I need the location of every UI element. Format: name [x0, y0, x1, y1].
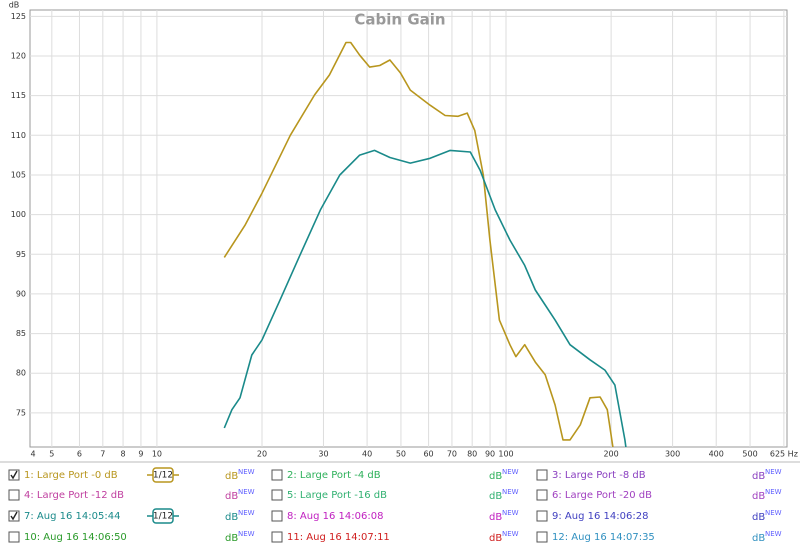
x-tick-label: 80 [467, 450, 477, 459]
x-tick-label: 10 [152, 450, 162, 459]
smoothing-badge[interactable] [152, 508, 174, 524]
unit-label: dB [489, 512, 502, 523]
measurement-label[interactable]: 11: Aug 16 14:07:11 [287, 532, 390, 543]
checkbox[interactable] [8, 531, 20, 543]
series-line [223, 41, 614, 447]
checkbox[interactable] [271, 531, 283, 543]
measurement-label[interactable]: 4: Large Port -12 dB [24, 490, 124, 501]
checkbox[interactable] [536, 510, 548, 522]
unit-label: dB [225, 491, 238, 502]
check-mark [10, 511, 18, 521]
y-tick-label: 110 [11, 131, 26, 140]
x-tick-label: 100 [498, 450, 513, 459]
checkbox[interactable] [271, 469, 283, 481]
x-tick-label: 40 [362, 450, 372, 459]
measurement-label[interactable]: 8: Aug 16 14:06:08 [287, 511, 383, 522]
unit-label: dB [752, 533, 765, 544]
new-badge: NEW [502, 530, 519, 538]
x-tick-label: 7 [100, 450, 105, 459]
y-tick-label: 100 [11, 210, 26, 219]
measurement-label[interactable]: 9: Aug 16 14:06:28 [552, 511, 648, 522]
new-badge: NEW [765, 488, 782, 496]
new-badge: NEW [238, 488, 255, 496]
new-badge: NEW [238, 530, 255, 538]
smoothing-label: 1/12 [153, 471, 173, 481]
new-badge: NEW [238, 509, 255, 517]
measurement-label[interactable]: 1: Large Port -0 dB [24, 470, 118, 481]
unit-label: dB [489, 471, 502, 482]
x-tick-label: 50 [396, 450, 406, 459]
x-tick-label: 9 [138, 450, 143, 459]
x-tick-label: 6 [77, 450, 82, 459]
x-tick-label: 60 [423, 450, 433, 459]
checkbox[interactable] [8, 489, 20, 501]
chart-title: Cabin Gain [354, 11, 445, 29]
x-tick-label: 500 [742, 450, 757, 459]
smoothing-badge[interactable] [152, 467, 174, 483]
smoothing-label: 1/12 [153, 512, 173, 522]
measurement-label[interactable]: 12: Aug 16 14:07:35 [552, 532, 655, 543]
y-tick-label: 105 [11, 170, 26, 179]
y-tick-label: 95 [16, 250, 26, 259]
series-line [223, 149, 627, 447]
checkbox[interactable] [271, 510, 283, 522]
unit-label: dB [752, 512, 765, 523]
x-tick-label: 20 [257, 450, 267, 459]
measurement-label[interactable]: 2: Large Port -4 dB [287, 470, 381, 481]
unit-label: dB [489, 491, 502, 502]
x-tick-label: 400 [709, 450, 724, 459]
x-tick-label: 8 [121, 450, 126, 459]
measurement-label[interactable]: 3: Large Port -8 dB [552, 470, 646, 481]
new-badge: NEW [502, 509, 519, 517]
x-tick-label: 625 Hz [770, 450, 798, 459]
new-badge: NEW [502, 468, 519, 476]
y-tick-label: 90 [16, 289, 26, 298]
unit-label: dB [752, 471, 765, 482]
y-axis-label: dB [9, 1, 20, 10]
x-tick-label: 5 [49, 450, 54, 459]
new-badge: NEW [765, 468, 782, 476]
checkbox[interactable] [536, 469, 548, 481]
x-tick-label: 70 [447, 450, 457, 459]
checkbox[interactable] [536, 489, 548, 501]
checkbox[interactable] [536, 531, 548, 543]
measurement-label[interactable]: 7: Aug 16 14:05:44 [24, 511, 120, 522]
x-tick-label: 30 [318, 450, 328, 459]
unit-label: dB [489, 533, 502, 544]
y-tick-label: 125 [11, 12, 26, 21]
x-tick-label: 90 [485, 450, 495, 459]
x-tick-label: 300 [665, 450, 680, 459]
x-tick-label: 200 [603, 450, 618, 459]
measurement-label[interactable]: 5: Large Port -16 dB [287, 490, 387, 501]
new-badge: NEW [765, 530, 782, 538]
new-badge: NEW [238, 468, 255, 476]
new-badge: NEW [502, 488, 519, 496]
new-badge: NEW [765, 509, 782, 517]
unit-label: dB [225, 533, 238, 544]
x-tick-label: 4 [30, 450, 35, 459]
measurement-label[interactable]: 6: Large Port -20 dB [552, 490, 652, 501]
y-tick-label: 115 [11, 91, 26, 100]
unit-label: dB [225, 471, 238, 482]
y-tick-label: 85 [16, 329, 26, 338]
unit-label: dB [752, 491, 765, 502]
checkbox[interactable] [271, 489, 283, 501]
y-tick-label: 75 [16, 408, 26, 417]
plot-area [29, 9, 788, 448]
y-tick-label: 120 [11, 52, 26, 61]
measurement-label[interactable]: 10: Aug 16 14:06:50 [24, 532, 127, 543]
unit-label: dB [225, 512, 238, 523]
y-tick-label: 80 [16, 369, 26, 378]
check-mark [10, 470, 18, 480]
